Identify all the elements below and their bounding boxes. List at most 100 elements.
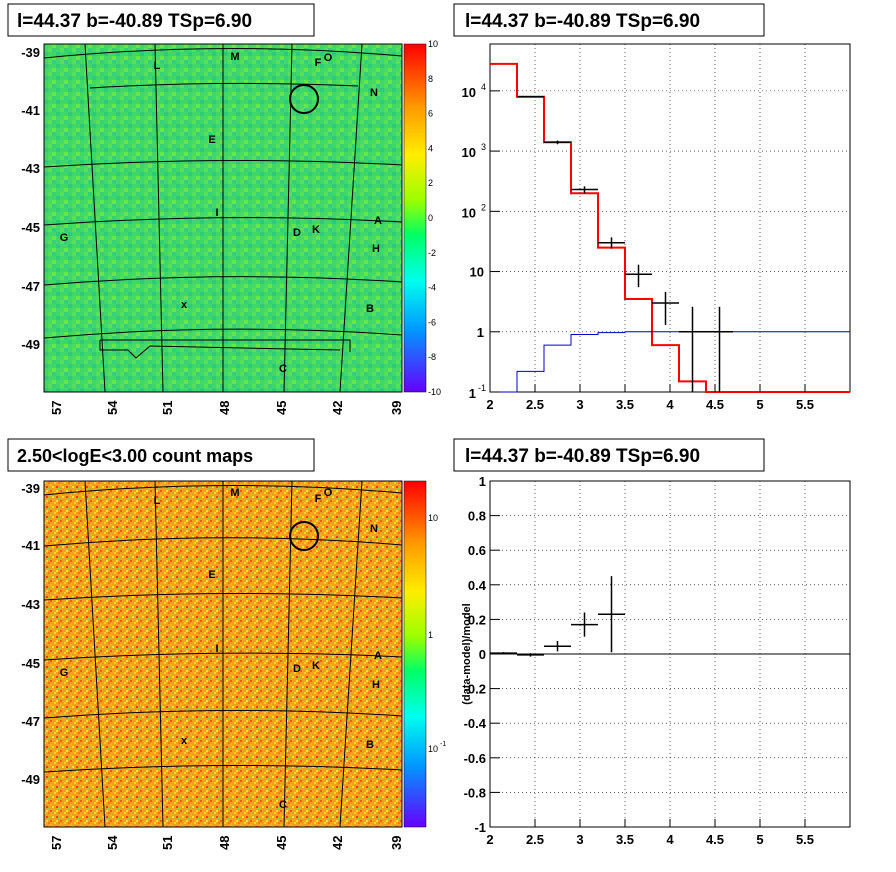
source-label: N bbox=[370, 523, 378, 535]
source-label: L bbox=[154, 60, 161, 72]
source-label: I bbox=[215, 207, 218, 219]
count-map-panel: M L F O N E I D K A H G B Cx 57 54 51 48 45 42 39 -39 -41 -43… bbox=[21, 480, 404, 850]
title-box-top-right: l=44.37 b=-40.89 TSp=6.90 bbox=[453, 3, 765, 37]
panel-title: l=44.37 b=-40.89 TSp=6.90 bbox=[465, 11, 700, 32]
panel-title: l=44.37 b=-40.89 TSp=6.90 bbox=[465, 446, 700, 467]
y-tick-label: 0 bbox=[479, 647, 486, 662]
map-y-tick-label: -41 bbox=[21, 538, 40, 553]
y-tick-label: 1 bbox=[469, 386, 476, 401]
map-x-tick-label: 42 bbox=[330, 836, 345, 850]
ts-map-panel: M L F O N E I D K A H G B Cx 57 54 51 48 45 42 39 -39 -41 -43… bbox=[21, 43, 404, 415]
source-label: H bbox=[372, 243, 380, 255]
ts-colorbar-tick: 10 bbox=[428, 39, 438, 49]
source-label: O bbox=[324, 52, 333, 64]
y-tick-label: 10 bbox=[462, 145, 476, 160]
ts-map-frame bbox=[43, 43, 403, 393]
y-tick-label: 0.4 bbox=[468, 578, 487, 593]
x-tick-label: 3.5 bbox=[616, 832, 634, 847]
map-x-tick-label: 54 bbox=[105, 400, 120, 415]
ts-colorbar-tick: -4 bbox=[428, 283, 436, 293]
map-y-tick-label: -43 bbox=[21, 597, 40, 612]
x-tick-label: 2.5 bbox=[526, 397, 544, 412]
map-y-tick-label: -39 bbox=[21, 481, 40, 496]
source-label: G bbox=[60, 232, 69, 244]
x-tick-label: 3.5 bbox=[616, 397, 634, 412]
ts-colorbar-tick: 6 bbox=[428, 109, 433, 119]
y-tick-label: -0.6 bbox=[464, 751, 486, 766]
source-label: A bbox=[374, 215, 382, 227]
source-label: M bbox=[230, 487, 239, 499]
x-tick-label: 2 bbox=[486, 832, 493, 847]
ts-colorbar-tick: -10 bbox=[428, 387, 441, 397]
source-label: A bbox=[374, 650, 382, 662]
residual-y-axis-label: (data-model)/model bbox=[461, 603, 473, 704]
y-tick-label: 1 bbox=[477, 325, 484, 340]
ratio-step-line bbox=[490, 331, 850, 393]
count-map-frame bbox=[43, 480, 403, 828]
map-x-tick-label: 57 bbox=[49, 836, 64, 850]
x-tick-label: 2.5 bbox=[526, 832, 544, 847]
count-colorbar-tick: 10 bbox=[428, 744, 438, 754]
ts-colorbar-tick: 8 bbox=[428, 74, 433, 84]
title-box-bottom-right: l=44.37 b=-40.89 TSp=6.90 bbox=[453, 438, 765, 472]
count-colorbar-tick: 10 bbox=[428, 513, 438, 523]
count-map-grid bbox=[43, 480, 403, 828]
source-label: D bbox=[293, 663, 301, 675]
x-tick-label: 4 bbox=[666, 397, 674, 412]
ts-colorbar: 10 8 6 4 2 0 -2 -4 -6 -8 -10 bbox=[403, 39, 441, 397]
x-tick-label: 5 bbox=[756, 832, 763, 847]
ts-map-grid bbox=[43, 43, 403, 393]
y-tick-exponent: 4 bbox=[481, 82, 486, 92]
x-tick-label: 4 bbox=[666, 832, 674, 847]
map-x-tick-label: 57 bbox=[49, 401, 64, 415]
y-tick-label: -0.2 bbox=[464, 682, 486, 697]
title-box-top-left: l=44.37 b=-40.89 TSp=6.90 bbox=[7, 3, 315, 37]
map-y-tick-label: -39 bbox=[21, 45, 40, 60]
source-label: F bbox=[315, 57, 322, 69]
x-tick-label: 3 bbox=[576, 832, 583, 847]
map-y-tick-label: -41 bbox=[21, 103, 40, 118]
y-tick-label: 1 bbox=[479, 474, 486, 489]
map-x-tick-label: 54 bbox=[105, 835, 120, 850]
ts-colorbar-tick: 0 bbox=[428, 213, 433, 223]
map-x-tick-label: 45 bbox=[274, 401, 289, 415]
source-label: B bbox=[366, 303, 374, 315]
ts-colorbar-tick: -8 bbox=[428, 352, 436, 362]
map-x-tick-label: 39 bbox=[389, 401, 404, 415]
x-tick-label: 4.5 bbox=[706, 832, 724, 847]
y-tick-label: -0.4 bbox=[464, 716, 487, 731]
y-tick-label: -1 bbox=[474, 820, 486, 835]
source-label: G bbox=[60, 667, 69, 679]
map-y-tick-label: -45 bbox=[21, 656, 40, 671]
x-tick-label: 2 bbox=[486, 397, 493, 412]
source-label: K bbox=[312, 660, 320, 672]
source-label: I bbox=[215, 643, 218, 655]
ts-colorbar-tick: -6 bbox=[428, 317, 436, 327]
source-label: H bbox=[372, 679, 380, 691]
count-colorbar-tick-exp: -1 bbox=[440, 741, 446, 748]
source-label: F bbox=[315, 493, 322, 505]
y-tick-exponent: 2 bbox=[481, 202, 486, 212]
residual-panel: 2 2.5 3 3.5 4 4.5 5 5.5 -1 -0.8 -0.6 -0.4 -0.2 0 0.2 0… bbox=[461, 474, 851, 847]
source-label: N bbox=[370, 87, 378, 99]
source-label: K bbox=[312, 224, 320, 236]
count-colorbar-tick: 1 bbox=[428, 630, 433, 640]
map-x-tick-label: 51 bbox=[160, 836, 175, 850]
ts-colorbar-tick: -2 bbox=[428, 248, 436, 258]
source-label: E bbox=[208, 569, 215, 581]
source-label: O bbox=[324, 487, 333, 499]
map-y-tick-label: -49 bbox=[21, 772, 40, 787]
count-colorbar: 10 1 10 -1 bbox=[403, 480, 446, 828]
map-x-tick-label: 45 bbox=[274, 836, 289, 850]
x-tick-label: 3 bbox=[576, 397, 583, 412]
source-label: L bbox=[154, 495, 161, 507]
count-colorbar-gradient bbox=[404, 481, 426, 827]
map-x-tick-label: 48 bbox=[217, 836, 232, 850]
source-label: x bbox=[181, 735, 188, 747]
source-label: C bbox=[279, 363, 287, 375]
source-label: E bbox=[208, 134, 215, 146]
ts-map-source-circle bbox=[289, 84, 319, 114]
source-label: B bbox=[366, 739, 374, 751]
y-tick-label: 10 bbox=[470, 265, 484, 280]
